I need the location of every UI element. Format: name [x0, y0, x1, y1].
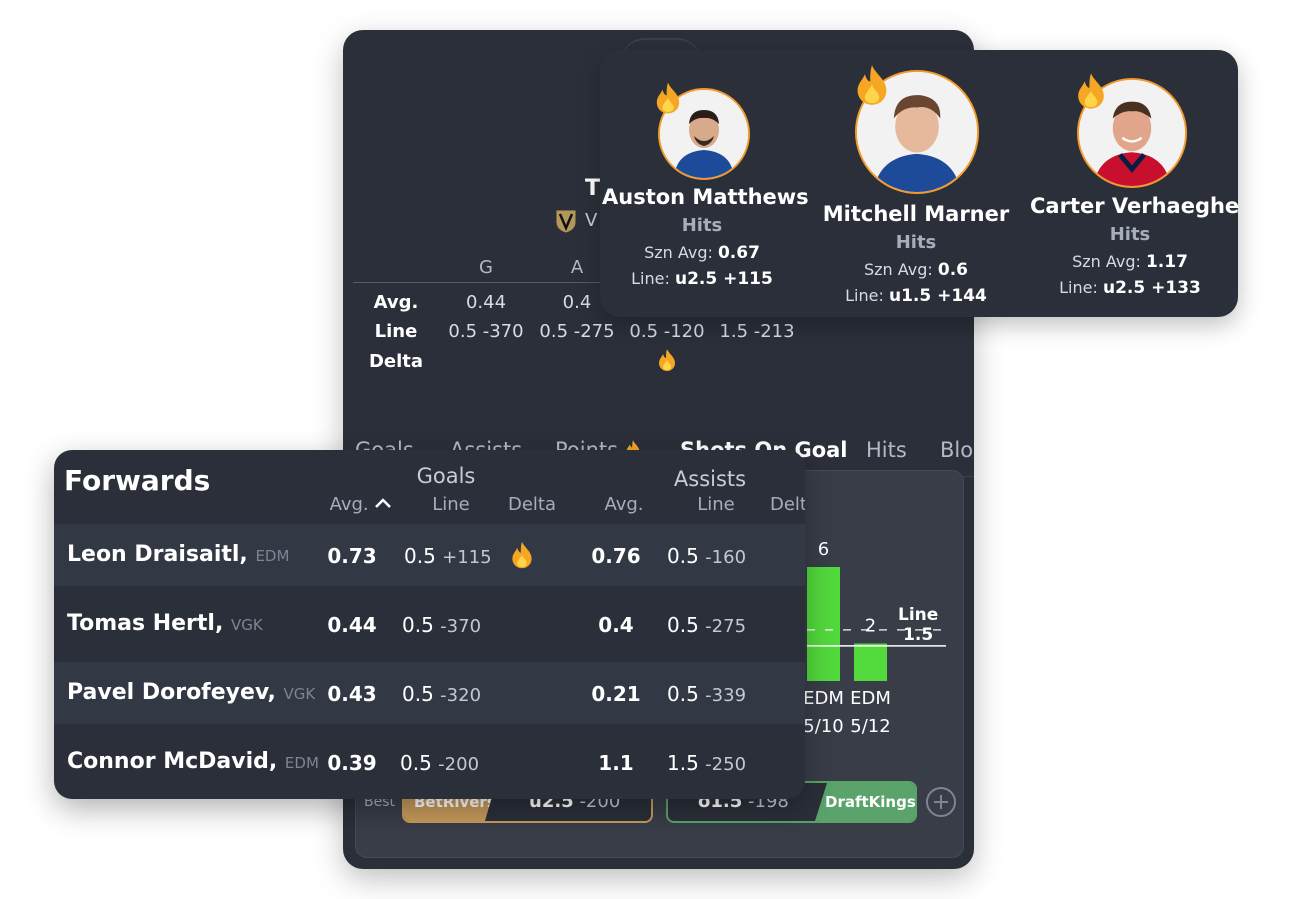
player-name[interactable]: Auston Matthews [602, 185, 809, 209]
goals-avg: 0.73 [327, 544, 377, 568]
assists-avg: 0.76 [591, 544, 641, 568]
line-g: 0.5 -370 [448, 321, 524, 342]
table-row[interactable]: Tomas Hertl, VGK 0.44 0.5 -370 0.4 0.5 -… [54, 593, 805, 655]
tab-hits[interactable]: Hits [866, 438, 907, 462]
row-label-line: Line [374, 321, 418, 342]
assists-line: 0.5 -275 [667, 613, 747, 637]
line-sog: 1.5 -213 [719, 321, 795, 342]
bar-chart: 62 [807, 539, 946, 682]
tab-blocks[interactable]: Blo [940, 438, 974, 462]
flame-icon [659, 349, 675, 371]
forwards-title: Forwards [64, 464, 211, 497]
goals-line: 0.5 -200 [400, 751, 480, 775]
avatar-mitchell-marner[interactable] [855, 70, 979, 194]
avg-g: 0.44 [465, 292, 507, 313]
sub-header-line-goals[interactable]: Line [432, 494, 470, 515]
goals-avg: 0.39 [327, 751, 377, 775]
line-label: Line 1.5 [898, 605, 939, 645]
player-line: Line: u2.5 +133 [1059, 278, 1201, 298]
line-p: 0.5 -120 [629, 321, 705, 342]
assists-avg: 1.1 [598, 751, 634, 775]
player-szn-avg: Szn Avg: 0.6 [863, 260, 969, 280]
row-label-delta: Delta [368, 351, 424, 372]
plus-circle-icon[interactable] [925, 786, 957, 818]
player-market: Hits [895, 232, 937, 253]
group-header-assists: Assists [673, 467, 747, 491]
forwards-table: Forwards Goals Assists Avg. Line Delta A… [54, 450, 805, 799]
vgk-logo-icon [555, 209, 577, 234]
player-name: Connor McDavid, EDM [67, 749, 319, 774]
panel-notch [621, 38, 701, 62]
chart-bar[interactable] [807, 567, 840, 681]
player-name: Tomas Hertl, VGK [67, 611, 263, 636]
player-line: Line: u1.5 +144 [845, 286, 987, 306]
player-szn-avg: Szn Avg: 0.67 [644, 243, 760, 263]
avg-a: 0.4 [562, 292, 592, 313]
bar-value-label: 6 [818, 539, 829, 560]
group-header-goals: Goals [416, 464, 476, 488]
table-row[interactable]: Leon Draisaitl, EDM 0.73 0.5 +115 0.76 0… [54, 524, 805, 586]
goals-line: 0.5 -320 [402, 682, 482, 706]
sort-avg-goals[interactable]: Avg. [326, 494, 396, 515]
x-axis-label: EDM 5/10 [803, 688, 844, 737]
sub-header-delta-goals[interactable]: Delta [507, 494, 557, 515]
row-label-avg: Avg. [373, 292, 419, 313]
goals-line: 0.5 -370 [402, 613, 482, 637]
bar-value-label: 2 [865, 616, 876, 637]
stat-header-a: A [570, 257, 584, 278]
stats-divider [353, 282, 603, 283]
player-line: Line: u2.5 +115 [631, 269, 773, 289]
flame-icon [656, 82, 680, 114]
players-card: Auston Matthews Hits Szn Avg: 0.67 Line:… [600, 50, 1240, 317]
game-title: T [585, 176, 601, 201]
table-row[interactable]: Pavel Dorofeyev, VGK 0.43 0.5 -320 0.21 … [54, 662, 805, 724]
player-name: Pavel Dorofeyev, VGK [67, 680, 316, 705]
chevron-up-icon [375, 498, 392, 508]
sub-header-avg-assists[interactable]: Avg. [604, 494, 644, 515]
assists-avg: 0.4 [598, 613, 634, 637]
goals-avg: 0.44 [327, 613, 377, 637]
sub-header-delta-assists[interactable]: Delt [770, 494, 805, 515]
goals-avg: 0.43 [327, 682, 377, 706]
assists-line: 0.5 -160 [667, 544, 747, 568]
player-market: Hits [681, 215, 723, 236]
chart-bar[interactable] [854, 643, 887, 682]
stat-header-g: G [479, 257, 493, 278]
player-szn-avg: Szn Avg: 1.17 [1072, 252, 1188, 272]
x-axis-label: EDM 5/12 [850, 688, 891, 737]
flame-icon [1078, 73, 1104, 109]
book-draftkings: DraftKings [815, 783, 915, 821]
line-a: 0.5 -275 [539, 321, 615, 342]
assists-avg: 0.21 [591, 682, 641, 706]
player-photo-icon [857, 72, 977, 192]
player-name[interactable]: Carter Verhaeghe [1030, 194, 1240, 218]
table-row[interactable]: Connor McDavid, EDM 0.39 0.5 -200 1.1 1.… [54, 731, 805, 793]
player-market: Hits [1109, 224, 1151, 245]
goals-line: 0.5 +115 [404, 544, 492, 568]
assists-line: 0.5 -339 [667, 682, 747, 706]
player-name: Leon Draisaitl, EDM [67, 542, 290, 567]
team-name: V [585, 210, 598, 231]
flame-icon [512, 541, 532, 569]
sub-header-line-assists[interactable]: Line [697, 494, 735, 515]
flame-icon [857, 65, 887, 105]
player-name[interactable]: Mitchell Marner [822, 202, 1010, 226]
assists-line: 1.5 -250 [667, 751, 747, 775]
